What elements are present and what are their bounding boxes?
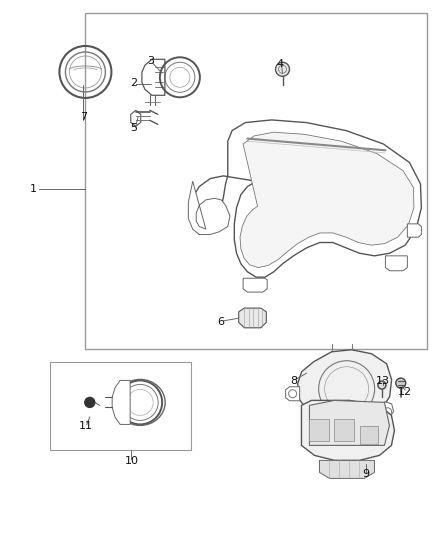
- Polygon shape: [385, 256, 407, 271]
- Circle shape: [396, 378, 406, 388]
- Text: 1: 1: [29, 184, 36, 194]
- Text: 6: 6: [218, 318, 225, 327]
- Polygon shape: [407, 224, 421, 237]
- Circle shape: [378, 381, 386, 389]
- Polygon shape: [310, 400, 389, 446]
- Text: 3: 3: [148, 56, 155, 66]
- Polygon shape: [112, 381, 130, 424]
- Bar: [335, 419, 354, 441]
- Text: 9: 9: [362, 470, 369, 479]
- Text: 12: 12: [398, 387, 412, 397]
- Bar: [85, 13, 427, 349]
- Text: 4: 4: [277, 59, 284, 69]
- Polygon shape: [286, 387, 300, 401]
- Text: 10: 10: [124, 456, 138, 466]
- Polygon shape: [377, 402, 394, 417]
- Bar: [50, 362, 191, 450]
- Polygon shape: [188, 181, 230, 235]
- Polygon shape: [243, 278, 267, 292]
- Text: 11: 11: [78, 422, 92, 431]
- Polygon shape: [240, 132, 414, 268]
- Polygon shape: [193, 120, 421, 277]
- Circle shape: [85, 398, 95, 407]
- Bar: [360, 426, 378, 445]
- Polygon shape: [239, 308, 266, 328]
- Circle shape: [276, 62, 290, 76]
- Text: 13: 13: [376, 376, 390, 386]
- Text: 5: 5: [130, 123, 137, 133]
- Bar: [310, 419, 329, 441]
- Text: 8: 8: [290, 376, 297, 386]
- Polygon shape: [298, 350, 392, 427]
- Text: 7: 7: [80, 112, 87, 122]
- Text: 2: 2: [130, 78, 137, 87]
- Polygon shape: [319, 461, 374, 479]
- Polygon shape: [301, 400, 395, 461]
